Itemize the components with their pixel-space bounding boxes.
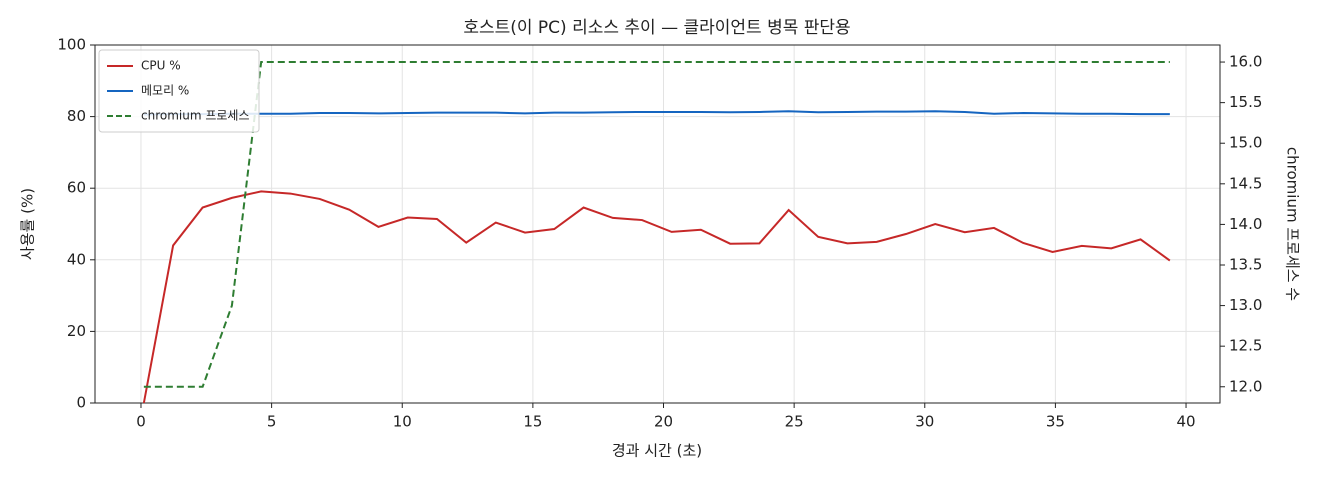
plot-frame: [94, 44, 1221, 404]
x-tick-label: 5: [267, 413, 277, 431]
y-axis-label: 사용률 (%): [19, 188, 37, 260]
y2-tick-label: 12.5: [1229, 337, 1262, 355]
y2-tick-label: 13.5: [1229, 255, 1262, 273]
x-tick-label: 25: [785, 413, 804, 431]
y2-tick-label: 14.5: [1229, 174, 1262, 192]
y2-axis-label: chromium 프로세스 수: [1284, 147, 1302, 301]
y2-tick-label: 16.0: [1229, 53, 1262, 71]
y-tick-label: 80: [67, 107, 86, 125]
x-tick-label: 20: [654, 413, 673, 431]
legend-label: 메모리 %: [141, 84, 189, 98]
legend-label: CPU %: [141, 59, 181, 73]
y-tick-label: 40: [67, 250, 86, 268]
y2-tick-label: 15.5: [1229, 93, 1262, 111]
x-tick-label: 30: [915, 413, 934, 431]
data-line: [143, 61, 1170, 388]
y-tick-label: 20: [67, 322, 86, 340]
x-tick-label: 0: [136, 413, 146, 431]
legend-box: [98, 49, 260, 133]
data-line: [143, 110, 1170, 116]
y-tick-label: 100: [57, 36, 86, 54]
x-axis-label: 경과 시간 (초): [612, 442, 702, 460]
y-tick-label: 60: [67, 179, 86, 197]
y2-tick-label: 14.0: [1229, 215, 1262, 233]
x-tick-label: 15: [523, 413, 542, 431]
y2-tick-label: 12.0: [1229, 377, 1262, 395]
y2-tick-label: 13.0: [1229, 296, 1262, 314]
legend-label: chromium 프로세스: [141, 109, 250, 123]
y2-tick-label: 15.0: [1229, 134, 1262, 152]
x-tick-label: 35: [1046, 413, 1065, 431]
y-tick-label: 0: [76, 394, 86, 412]
x-tick-label: 10: [393, 413, 412, 431]
data-line: [142, 190, 1171, 404]
x-tick-label: 40: [1176, 413, 1195, 431]
chart-title: 호스트(이 PC) 리소스 추이 — 클라이언트 병목 판단용: [463, 18, 850, 38]
